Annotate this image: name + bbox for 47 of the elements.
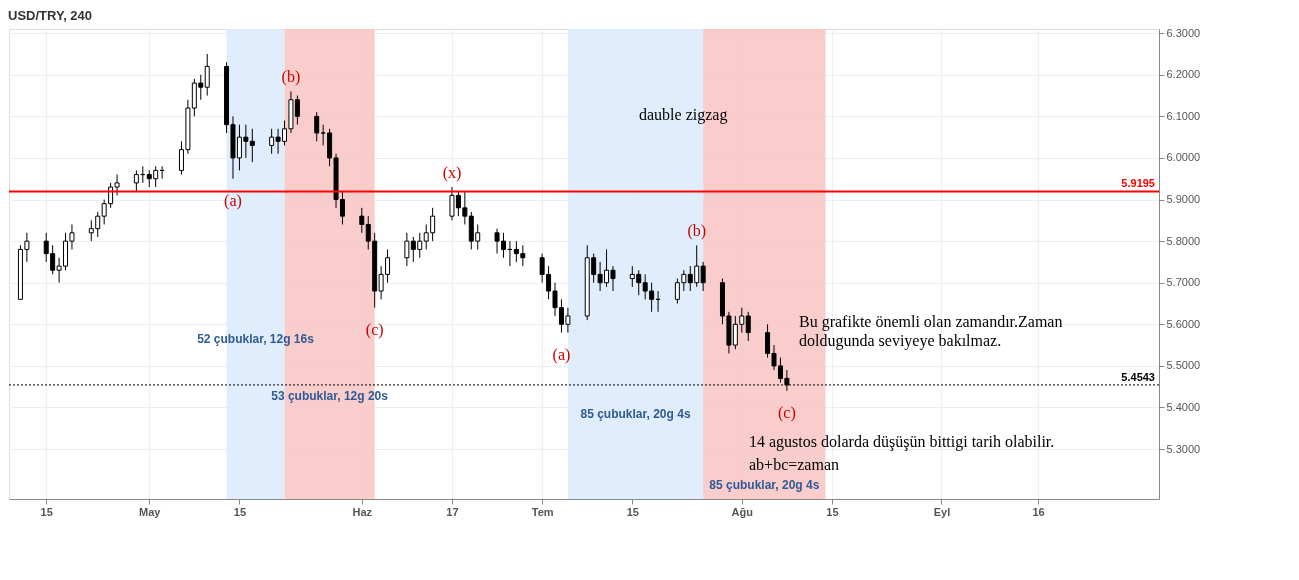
- x-tick-label: 15: [626, 505, 639, 518]
- annotation: 14 agustos dolarda düşüşün bittigi tarih olabilir.: [749, 433, 1055, 451]
- candlestick: [745, 311, 751, 342]
- y-tick-label: 5.5000: [1166, 359, 1201, 372]
- candlestick: [204, 53, 210, 97]
- candlestick: [359, 207, 365, 234]
- annotation: (x): [442, 164, 462, 183]
- annotation: Bu grafikte önemli olan zamandır.Zaman doldugunda seviyeye bakılmaz.: [799, 313, 1063, 350]
- x-tick-label: 16: [1032, 505, 1045, 518]
- y-tick-label: 5.7000: [1166, 276, 1201, 289]
- ref-line-label: 5.9195: [1121, 177, 1155, 190]
- x-tick-label: Eyl: [933, 505, 951, 518]
- x-tick-label: 15: [233, 505, 247, 518]
- x-tick-label: Ağu: [731, 505, 753, 518]
- x-tick-label: Haz: [352, 505, 373, 518]
- candlestick: [700, 261, 706, 292]
- y-tick-label: 5.3000: [1166, 442, 1201, 455]
- y-tick-label: 5.6000: [1166, 317, 1201, 330]
- band-label: 85 çubuklar, 20g 4s: [709, 477, 820, 492]
- band-label: 85 çubuklar, 20g 4s: [580, 407, 691, 422]
- annotation: (c): [778, 403, 796, 422]
- x-tick-label: 17: [446, 505, 459, 518]
- ref-line-label: 5.4543: [1121, 370, 1155, 383]
- annotation: dauble zigzag: [639, 106, 728, 124]
- annotation: (a): [224, 191, 242, 210]
- y-tick-label: 6.1000: [1166, 109, 1201, 122]
- candlestick: [314, 111, 320, 142]
- y-tick-label: 6.3000: [1166, 26, 1201, 39]
- band-label: 53 çubuklar, 12g 20s: [271, 388, 389, 403]
- annotation: (a): [552, 345, 571, 364]
- chart-title: USD/TRY, 240: [8, 8, 93, 24]
- annotation: ab+bc=zaman: [749, 456, 839, 473]
- y-tick-label: 6.0000: [1166, 151, 1201, 164]
- annotation: (c): [365, 320, 384, 339]
- x-tick-label: 15: [40, 505, 53, 518]
- candlestick: [320, 124, 326, 146]
- x-tick-label: May: [139, 505, 162, 518]
- x-tick-label: Tem: [531, 505, 554, 518]
- x-tick-label: 15: [826, 505, 839, 518]
- y-tick-label: 5.4000: [1166, 401, 1201, 413]
- candlestick: [133, 169, 139, 192]
- y-tick-label: 5.8000: [1166, 234, 1201, 247]
- band-label: 52 çubuklar, 12g 16s: [197, 332, 315, 347]
- y-tick-label: 6.2000: [1166, 68, 1201, 81]
- annotation: (b): [687, 222, 707, 241]
- y-tick-label: 5.9000: [1166, 193, 1201, 206]
- annotation: (b): [281, 68, 301, 87]
